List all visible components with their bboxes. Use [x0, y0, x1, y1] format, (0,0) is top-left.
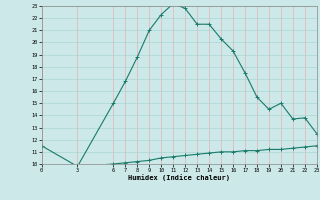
- X-axis label: Humidex (Indice chaleur): Humidex (Indice chaleur): [128, 175, 230, 181]
